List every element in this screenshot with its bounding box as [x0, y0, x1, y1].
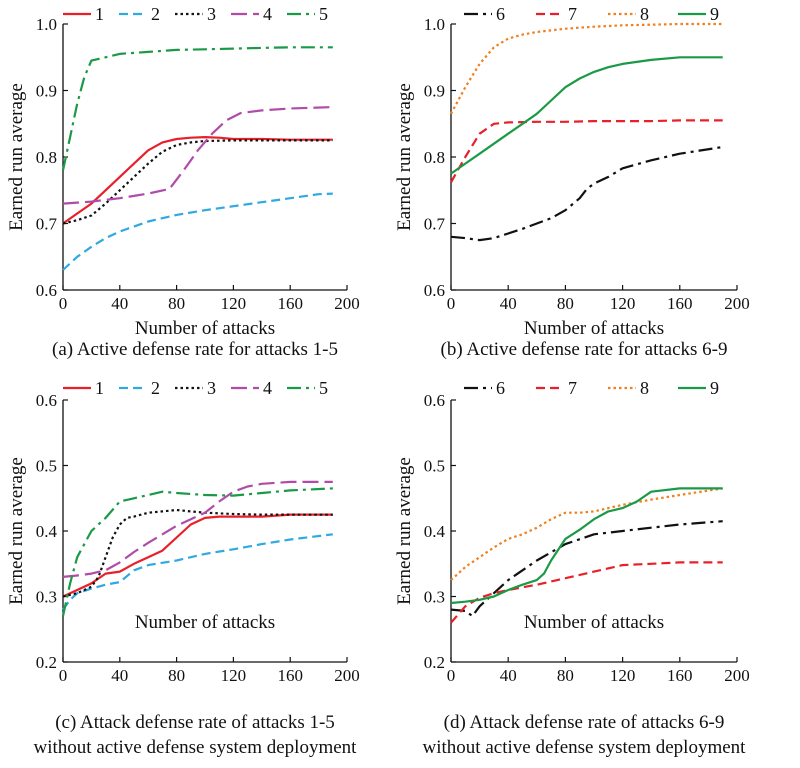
legend-label-c-5: 5 [319, 378, 328, 398]
caption-c-line-1: (c) Attack defense rate of attacks 1-5 [55, 712, 335, 733]
x-tick-label-d: 120 [610, 666, 636, 685]
legend-label-b-8: 8 [640, 4, 649, 24]
series-line-d-9 [450, 487, 723, 605]
y-tick-label-b: 0.7 [424, 215, 446, 234]
x-axis-label-c: Number of attacks [135, 612, 275, 633]
legend-label-b-7: 7 [568, 4, 577, 24]
legend-label-a-5: 5 [319, 4, 328, 24]
caption-c-line-2: without active defense system deployment [34, 737, 358, 758]
series-line-a-1 [62, 136, 333, 225]
x-tick-label-c: 200 [334, 666, 360, 685]
y-tick-label-c: 0.5 [36, 457, 57, 476]
x-tick-label-b: 120 [610, 294, 636, 313]
series-line-b-6 [450, 145, 723, 242]
x-tick-label-d: 80 [557, 666, 574, 685]
x-axis-label-a: Number of attacks [135, 318, 275, 339]
y-tick-label-d: 0.3 [424, 588, 445, 607]
y-axis-label-b: Earned run average [394, 83, 415, 231]
legend-label-a-4: 4 [263, 4, 272, 24]
series-line-c-4 [62, 480, 333, 578]
y-tick-label-a: 0.6 [36, 281, 57, 300]
x-tick-label-c: 40 [111, 666, 128, 685]
series-line-d-6 [450, 520, 723, 618]
legend-label-d-9: 9 [710, 378, 719, 398]
caption-b-line-1: (b) Active defense rate for attacks 6-9 [441, 339, 728, 360]
series-line-a-2 [62, 192, 333, 271]
legend-label-c-1: 1 [95, 378, 104, 398]
series-line-c-5 [61, 487, 333, 617]
legend-label-a-2: 2 [151, 4, 160, 24]
y-tick-label-a: 1.0 [36, 15, 57, 34]
series-line-a-4 [62, 106, 333, 205]
y-axis-label-d: Earned run average [394, 457, 415, 605]
y-tick-label-c: 0.6 [36, 391, 57, 410]
x-tick-label-b: 200 [724, 294, 750, 313]
legend-label-c-2: 2 [151, 378, 160, 398]
series-line-c-2 [62, 533, 333, 611]
legend-label-a-3: 3 [207, 4, 216, 24]
legend-label-d-7: 7 [568, 378, 577, 398]
x-tick-label-b: 40 [500, 294, 517, 313]
x-tick-label-b: 0 [447, 294, 456, 313]
x-tick-label-a: 160 [277, 294, 303, 313]
y-tick-label-a: 0.7 [36, 215, 58, 234]
series-line-b-8 [450, 22, 723, 115]
series-line-a-3 [62, 139, 333, 225]
x-tick-label-a: 0 [59, 294, 68, 313]
x-tick-label-d: 40 [500, 666, 517, 685]
y-tick-label-b: 0.9 [424, 82, 445, 101]
x-tick-label-a: 40 [111, 294, 128, 313]
y-axis-label-c: Earned run average [6, 457, 27, 605]
x-tick-label-c: 0 [59, 666, 68, 685]
x-axis-label-b: Number of attacks [524, 318, 664, 339]
x-tick-label-c: 120 [221, 666, 247, 685]
series-line-b-9 [450, 56, 723, 175]
caption-d-line-2: without active defense system deployment [423, 737, 747, 758]
y-axis-label-a: Earned run average [6, 83, 27, 231]
legend-label-b-6: 6 [496, 4, 505, 24]
y-tick-label-c: 0.4 [36, 522, 58, 541]
legend-label-b-9: 9 [710, 4, 719, 24]
x-tick-label-d: 200 [724, 666, 750, 685]
legend-label-a-1: 1 [95, 4, 104, 24]
x-tick-label-b: 80 [557, 294, 574, 313]
y-tick-label-a: 0.8 [36, 148, 57, 167]
series-line-d-8 [450, 487, 723, 581]
x-tick-label-c: 160 [277, 666, 303, 685]
y-tick-label-d: 0.4 [424, 522, 446, 541]
legend-label-d-8: 8 [640, 378, 649, 398]
legend-label-c-4: 4 [263, 378, 272, 398]
caption-a-line-1: (a) Active defense rate for attacks 1-5 [52, 339, 338, 360]
legend-label-c-3: 3 [207, 378, 216, 398]
y-tick-label-b: 1.0 [424, 15, 445, 34]
y-tick-label-c: 0.3 [36, 588, 57, 607]
x-tick-label-a: 80 [168, 294, 185, 313]
y-tick-label-c: 0.2 [36, 653, 57, 672]
legend-label-d-6: 6 [496, 378, 505, 398]
x-tick-label-d: 0 [447, 666, 456, 685]
caption-d-line-1: (d) Attack defense rate of attacks 6-9 [444, 712, 725, 733]
series-line-a-5 [61, 46, 333, 171]
y-tick-label-b: 0.6 [424, 281, 445, 300]
x-tick-label-a: 120 [221, 294, 247, 313]
x-tick-label-d: 160 [667, 666, 693, 685]
y-tick-label-a: 0.9 [36, 82, 57, 101]
x-axis-label-d: Number of attacks [524, 612, 664, 633]
x-tick-label-b: 160 [667, 294, 693, 313]
y-tick-label-d: 0.5 [424, 457, 445, 476]
y-tick-label-d: 0.6 [424, 391, 445, 410]
x-tick-label-a: 200 [334, 294, 360, 313]
series-line-c-1 [62, 513, 333, 598]
y-tick-label-b: 0.8 [424, 148, 445, 167]
series-line-c-3 [62, 508, 333, 598]
y-tick-label-d: 0.2 [424, 653, 445, 672]
series-line-b-7 [450, 119, 723, 183]
x-tick-label-c: 80 [168, 666, 185, 685]
